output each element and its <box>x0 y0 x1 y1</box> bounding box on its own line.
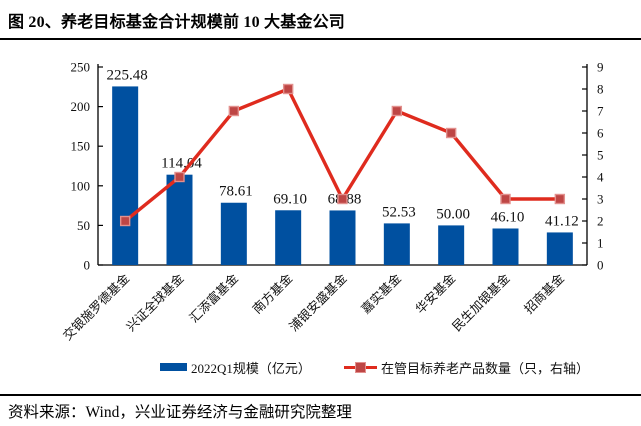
bar-series-swatch-icon <box>160 363 187 371</box>
x-axis-category-label: 招商基金 <box>521 270 567 316</box>
chart-canvas: 0501001502002500123456789225.48114.0478.… <box>60 60 604 344</box>
bar <box>546 232 573 265</box>
line-marker <box>391 105 403 117</box>
figure-title: 图 20、养老目标基金合计规模前 10 大基金公司 <box>8 14 346 31</box>
x-axis-category-label: 嘉实基金 <box>358 270 404 316</box>
line-marker <box>228 105 240 117</box>
left-axis-tick-label: 150 <box>71 139 91 154</box>
right-axis-tick-label: 5 <box>597 148 604 163</box>
x-axis-category-label: 民生加银基金 <box>449 270 513 334</box>
source-divider <box>0 394 641 396</box>
left-axis-tick-label: 0 <box>84 258 91 273</box>
x-axis-category-label: 汇添富基金 <box>186 270 241 325</box>
line-marker <box>119 215 131 227</box>
bar <box>220 202 247 265</box>
bar <box>383 223 410 265</box>
line-marker <box>554 193 566 205</box>
line-marker <box>337 193 348 205</box>
bar-value-label: 46.10 <box>491 209 525 225</box>
right-axis-tick-label: 6 <box>597 126 604 141</box>
legend-line-label: 在管目标养老产品数量（只，右轴） <box>381 360 590 376</box>
legend-item-bar: 2022Q1规模（亿元） <box>160 360 311 376</box>
line-series-swatch-icon <box>344 361 377 373</box>
bar-value-label: 225.48 <box>107 67 148 83</box>
x-axis-category-label: 南方基金 <box>249 270 295 316</box>
x-axis-category-label: 浦银安盛基金 <box>286 270 350 334</box>
right-axis-tick-label: 1 <box>597 236 604 251</box>
line-marker <box>445 127 457 139</box>
bar <box>275 210 302 265</box>
left-axis-tick-label: 250 <box>71 60 91 75</box>
left-axis-tick-label: 50 <box>77 218 90 233</box>
bar-value-label: 69.10 <box>273 191 307 207</box>
right-axis-tick-label: 4 <box>597 170 604 185</box>
line-marker <box>282 83 294 95</box>
right-axis-tick-label: 2 <box>597 214 604 229</box>
line-marker <box>174 171 185 183</box>
bar <box>492 228 519 265</box>
right-axis-tick-label: 7 <box>597 104 604 119</box>
bar <box>112 86 139 265</box>
source-note: 资料来源：Wind，兴业证券经济与金融研究院整理 <box>8 404 352 421</box>
title-divider <box>0 38 641 40</box>
x-axis-category-label: 兴证全球基金 <box>123 270 187 334</box>
legend-item-line: 在管目标养老产品数量（只，右轴） <box>344 360 590 376</box>
legend-bar-label: 2022Q1规模（亿元） <box>191 360 311 376</box>
line-marker <box>500 193 511 205</box>
bar-value-label: 41.12 <box>545 213 579 229</box>
left-axis-tick-label: 100 <box>71 178 91 193</box>
bar-value-label: 78.61 <box>219 184 253 200</box>
x-axis-category-label: 交银施罗德基金 <box>60 270 133 343</box>
right-axis-tick-label: 3 <box>597 192 604 207</box>
bar-value-label: 52.53 <box>382 204 416 220</box>
bar-value-label: 50.00 <box>436 206 470 222</box>
legend-line-marker-icon <box>355 362 366 373</box>
chart-area: 0 50 100 150 200 250 0 1 2 3 4 5 6 7 8 9 225.48 114.04 78.… <box>0 50 641 355</box>
bar <box>438 225 465 265</box>
left-axis-tick-label: 200 <box>71 99 91 114</box>
bar <box>329 210 356 265</box>
right-axis-tick-label: 0 <box>597 258 604 273</box>
right-axis-tick-label: 9 <box>597 60 604 75</box>
x-axis-category-label: 华安基金 <box>412 270 458 316</box>
right-axis-tick-label: 8 <box>597 82 604 97</box>
bar <box>166 174 193 265</box>
